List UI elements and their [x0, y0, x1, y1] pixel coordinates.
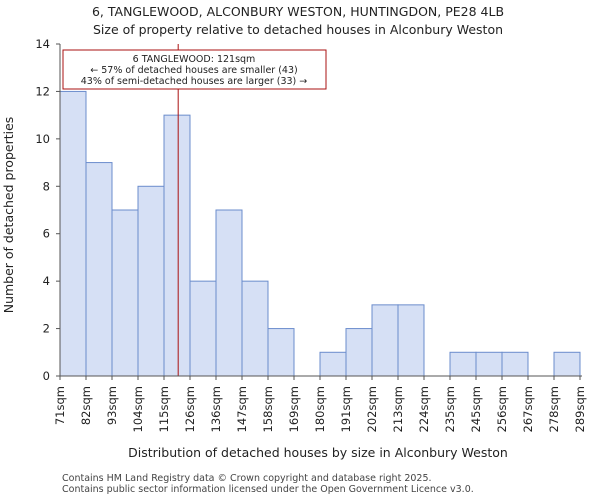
- x-tick-label: 224sqm: [417, 386, 431, 432]
- x-tick-label: 126sqm: [183, 386, 197, 432]
- x-tick-label: 82sqm: [79, 386, 93, 425]
- bar-202sqm: [371, 304, 399, 377]
- y-tick-label: 12: [35, 84, 50, 98]
- chart-subtitle: Size of property relative to detached ho…: [93, 22, 503, 37]
- annotation-line-1: 6 TANGLEWOOD: 121sqm: [133, 54, 256, 65]
- y-tick-label: 4: [43, 274, 50, 288]
- bar-136sqm: [215, 209, 243, 377]
- y-axis-label: Number of detached properties: [1, 117, 16, 314]
- bar-245sqm: [475, 351, 503, 377]
- chart-title: 6, TANGLEWOOD, ALCONBURY WESTON, HUNTING…: [92, 4, 504, 19]
- bar-235sqm: [449, 351, 477, 377]
- x-tick-label: 289sqm: [573, 386, 587, 432]
- x-tick-label: 191sqm: [339, 386, 353, 432]
- y-tick-label: 10: [35, 132, 50, 146]
- x-tick-label: 202sqm: [365, 386, 379, 432]
- bar-104sqm: [137, 185, 165, 377]
- x-axis-label: Distribution of detached houses by size …: [128, 445, 508, 460]
- bar-82sqm: [85, 162, 113, 377]
- x-tick-label: 235sqm: [443, 386, 457, 432]
- bar-278sqm: [553, 351, 581, 377]
- x-ticks: 71sqm 82sqm 93sqm 104sqm 115sqm 126sqm 136sqm 1…: [53, 376, 587, 432]
- x-tick-label: 147sqm: [235, 386, 249, 432]
- x-tick-label: 71sqm: [53, 386, 67, 425]
- y-tick-label: 8: [43, 179, 50, 193]
- x-tick-label: 115sqm: [157, 386, 171, 432]
- bar-71sqm: [59, 90, 87, 377]
- x-tick-label: 213sqm: [391, 386, 405, 432]
- y-tick-label: 0: [43, 369, 50, 383]
- y-tick-label: 6: [43, 227, 50, 241]
- axes: [59, 44, 582, 377]
- y-tick-label: 2: [43, 322, 50, 336]
- bar-115sqm: [163, 114, 191, 377]
- x-tick-label: 104sqm: [131, 386, 145, 432]
- x-tick-label: 245sqm: [469, 386, 483, 432]
- annotation-line-2: ← 57% of detached houses are smaller (43…: [90, 65, 297, 76]
- footer-line-1: Contains HM Land Registry data © Crown c…: [62, 473, 432, 484]
- bar-180sqm: [319, 351, 347, 377]
- x-tick-label: 267sqm: [521, 386, 535, 432]
- x-tick-label: 169sqm: [287, 386, 301, 432]
- bar-191sqm: [345, 328, 373, 377]
- x-tick-label: 180sqm: [313, 386, 327, 432]
- y-tick-label: 14: [35, 37, 50, 51]
- bar-213sqm: [397, 304, 425, 377]
- bar-147sqm: [241, 280, 269, 377]
- bar-158sqm: [267, 328, 295, 377]
- x-tick-label: 136sqm: [209, 386, 223, 432]
- x-tick-label: 256sqm: [495, 386, 509, 432]
- annotation-line-3: 43% of semi-detached houses are larger (…: [81, 76, 308, 87]
- marker-annotation: 6 TANGLEWOOD: 121sqm ← 57% of detached h…: [62, 49, 327, 90]
- footer-line-2: Contains public sector information licen…: [62, 484, 474, 495]
- bar-126sqm: [189, 280, 217, 377]
- y-ticks: 0 2 4 6 8 10 12 14: [35, 37, 60, 383]
- x-tick-label: 93sqm: [105, 386, 119, 425]
- bar-93sqm: [111, 209, 139, 377]
- annotation-box: [62, 49, 327, 90]
- x-tick-label: 158sqm: [261, 386, 275, 432]
- x-tick-label: 278sqm: [547, 386, 561, 432]
- bar-256sqm: [501, 351, 529, 377]
- bars: [59, 90, 581, 377]
